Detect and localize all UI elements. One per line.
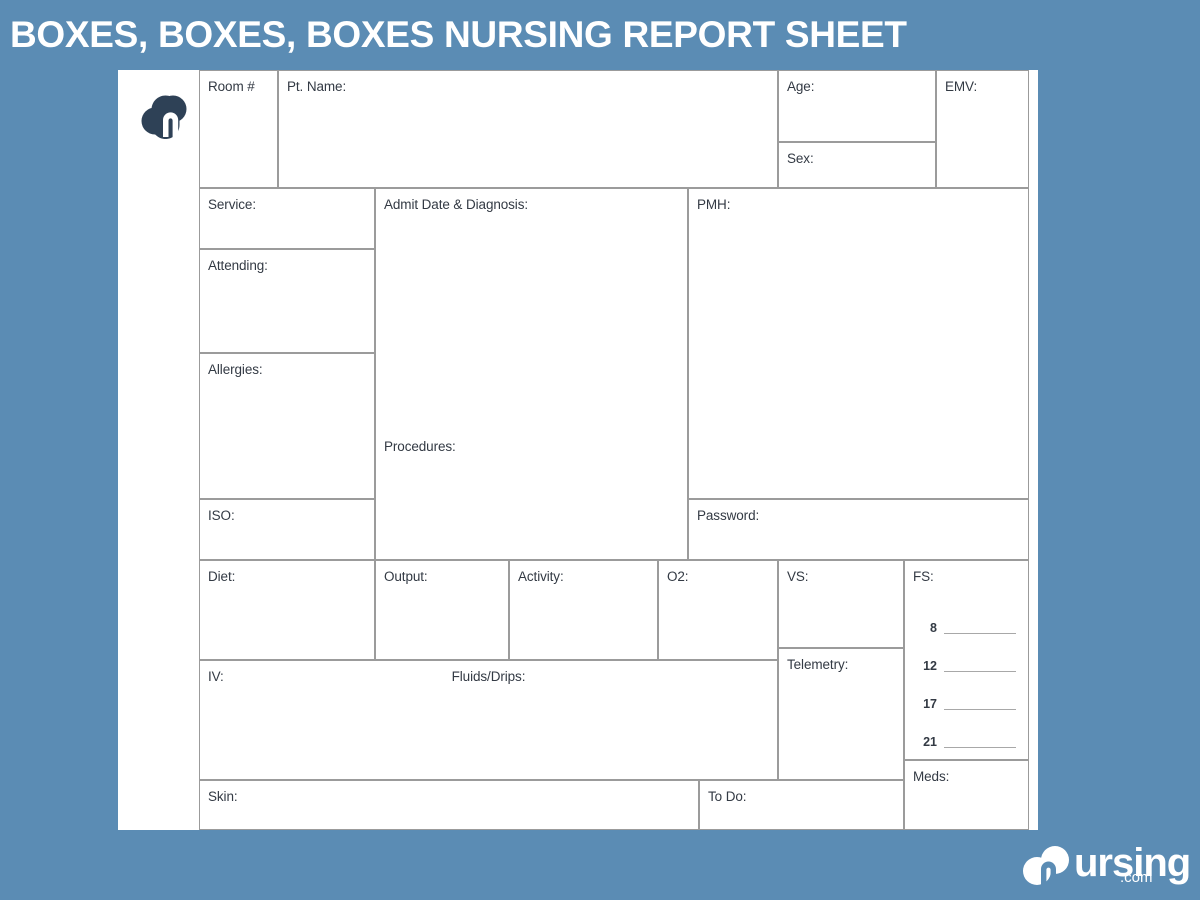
field-telemetry-label: Telemetry: (787, 657, 849, 672)
field-fs-label: FS: (913, 569, 934, 584)
fs-value-blank[interactable] (944, 670, 1016, 672)
page-title: BOXES, BOXES, BOXES NURSING REPORT SHEET (10, 14, 907, 55)
nursing-heart-n-icon (138, 87, 198, 147)
field-pt-name[interactable]: Pt. Name: (278, 70, 778, 188)
brand-wordmark: ursing (1074, 841, 1191, 885)
nursing-com-logo: ursing .com (1022, 841, 1191, 891)
field-pmh-label: PMH: (697, 197, 731, 212)
field-activity[interactable]: Activity: (509, 560, 658, 660)
field-iso-label: ISO: (208, 508, 235, 523)
report-form-grid: Room # Pt. Name: Age: Sex: EMV: Service:… (199, 70, 1029, 830)
field-procedures-label: Procedures: (384, 439, 456, 454)
field-to-do-label: To Do: (708, 789, 747, 804)
field-iv-label: IV: (208, 669, 224, 684)
field-emv[interactable]: EMV: (936, 70, 1029, 188)
nursing-report-sheet: Room # Pt. Name: Age: Sex: EMV: Service:… (118, 70, 1038, 830)
field-vs-label: VS: (787, 569, 809, 584)
field-iso[interactable]: ISO: (199, 499, 375, 560)
field-room-label: Room # (208, 79, 255, 94)
field-room[interactable]: Room # (199, 70, 278, 188)
field-diet-label: Diet: (208, 569, 236, 584)
field-vs[interactable]: VS: (778, 560, 904, 648)
field-password-label: Password: (697, 508, 760, 523)
field-age-label: Age: (787, 79, 815, 94)
fs-value-blank[interactable] (944, 746, 1016, 748)
fs-entry-list: 8 12 17 21 (913, 599, 1020, 751)
field-skin-label: Skin: (208, 789, 238, 804)
fs-time-label: 17 (923, 697, 937, 711)
field-emv-label: EMV: (945, 79, 978, 94)
field-fs[interactable]: FS: 8 12 17 21 (904, 560, 1029, 760)
field-iv-fluids[interactable]: IV: Fluids/Drips: (199, 660, 778, 780)
field-o2[interactable]: O2: (658, 560, 778, 660)
field-activity-label: Activity: (518, 569, 564, 584)
field-telemetry[interactable]: Telemetry: (778, 648, 904, 780)
field-pt-name-label: Pt. Name: (287, 79, 347, 94)
fs-value-blank[interactable] (944, 708, 1016, 710)
field-meds-label: Meds: (913, 769, 950, 784)
field-to-do[interactable]: To Do: (699, 780, 904, 830)
field-sex-label: Sex: (787, 151, 814, 166)
fs-entry-row[interactable]: 8 (913, 599, 1020, 637)
fs-entry-row[interactable]: 12 (913, 637, 1020, 675)
field-attending[interactable]: Attending: (199, 249, 375, 353)
field-sex[interactable]: Sex: (778, 142, 936, 188)
field-pmh[interactable]: PMH: (688, 188, 1029, 499)
fs-entry-row[interactable]: 17 (913, 675, 1020, 713)
field-admit-date-diagnosis-label: Admit Date & Diagnosis: (384, 197, 529, 212)
field-fluids-drips-label: Fluids/Drips: (451, 669, 526, 684)
fs-time-label: 21 (923, 735, 937, 749)
fs-value-blank[interactable] (944, 632, 1016, 634)
field-attending-label: Attending: (208, 258, 268, 273)
field-service[interactable]: Service: (199, 188, 375, 249)
field-allergies-label: Allergies: (208, 362, 263, 377)
field-age[interactable]: Age: (778, 70, 936, 142)
field-admit-date-diagnosis[interactable]: Admit Date & Diagnosis: Procedures: (375, 188, 688, 560)
field-o2-label: O2: (667, 569, 689, 584)
field-output[interactable]: Output: (375, 560, 509, 660)
fs-time-label: 12 (923, 659, 937, 673)
field-skin[interactable]: Skin: (199, 780, 699, 830)
field-service-label: Service: (208, 197, 256, 212)
field-allergies[interactable]: Allergies: (199, 353, 375, 499)
fs-entry-row[interactable]: 21 (913, 713, 1020, 751)
field-diet[interactable]: Diet: (199, 560, 375, 660)
field-password[interactable]: Password: (688, 499, 1029, 560)
fs-time-label: 8 (930, 621, 937, 635)
field-meds[interactable]: Meds: (904, 760, 1029, 830)
brand-tld: .com (1120, 869, 1153, 886)
field-output-label: Output: (384, 569, 428, 584)
